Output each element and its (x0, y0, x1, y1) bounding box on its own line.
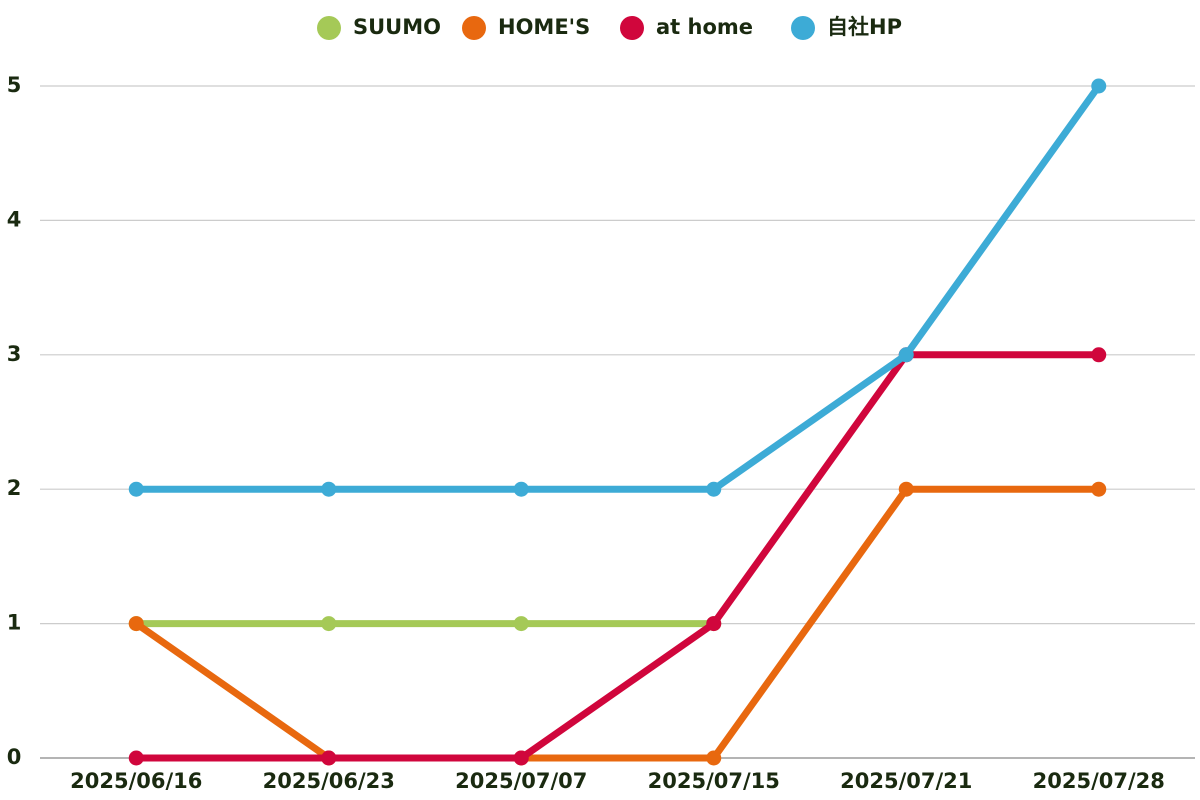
x-tick-label: 2025/06/23 (263, 769, 395, 793)
y-tick-label: 1 (7, 611, 22, 635)
series-line (134, 485, 1099, 762)
data-point (128, 616, 144, 632)
series-line (136, 83, 1102, 493)
x-tick-label: 2025/07/21 (840, 769, 972, 793)
x-tick-label: 2025/07/28 (1033, 769, 1165, 793)
y-tick-label: 5 (7, 73, 22, 97)
legend-marker (791, 16, 815, 40)
legend-label: SUUMO (353, 15, 441, 39)
legend-marker (462, 16, 486, 40)
data-point (128, 481, 144, 497)
data-point (706, 616, 722, 632)
data-point (513, 750, 529, 766)
y-tick-label: 0 (7, 745, 22, 769)
data-point (128, 750, 144, 766)
data-point (1091, 481, 1107, 497)
y-tick-label: 2 (7, 476, 22, 500)
data-point (706, 750, 722, 766)
data-point (321, 616, 337, 632)
x-tick-label: 2025/07/15 (648, 769, 780, 793)
x-tick-label: 2025/06/16 (70, 769, 202, 793)
legend-label: 自社HP (827, 15, 902, 39)
y-tick-label: 3 (7, 342, 22, 366)
data-point (706, 481, 722, 497)
data-point (513, 481, 529, 497)
data-point (513, 616, 529, 632)
x-tick-label: 2025/07/07 (455, 769, 587, 793)
data-point (321, 481, 337, 497)
legend-label: HOME'S (498, 15, 590, 39)
y-tick-label: 4 (7, 207, 22, 231)
data-point (1091, 347, 1107, 363)
legend-marker (620, 16, 644, 40)
series-line (136, 351, 1099, 762)
data-point (898, 347, 914, 363)
legend-marker (317, 16, 341, 40)
data-point (898, 481, 914, 497)
data-point (1091, 78, 1107, 94)
data-point (321, 750, 337, 766)
legend-label: at home (656, 15, 753, 39)
